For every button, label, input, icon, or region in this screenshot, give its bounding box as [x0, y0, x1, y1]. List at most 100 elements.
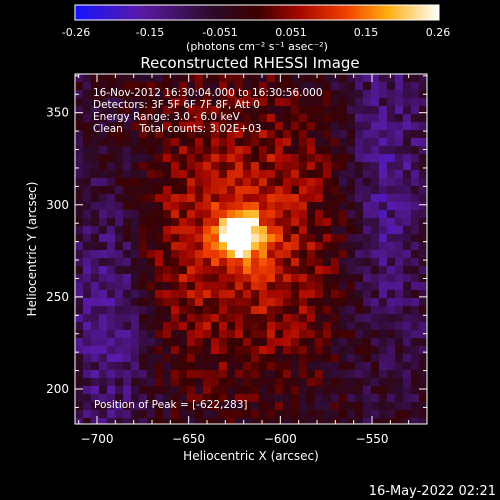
heatmap-cell	[259, 226, 268, 235]
heatmap-cell	[267, 242, 276, 251]
heatmap-cell	[387, 274, 396, 283]
heatmap-cell	[99, 250, 108, 259]
heatmap-cell	[243, 338, 252, 347]
heatmap-cell	[115, 170, 124, 179]
heatmap-cell	[107, 234, 116, 243]
heatmap-cell	[275, 386, 284, 395]
heatmap-cell	[371, 98, 380, 107]
heatmap-cell	[371, 114, 380, 123]
heatmap-cell	[243, 218, 252, 227]
heatmap-cell	[331, 354, 340, 363]
heatmap-cell	[299, 306, 308, 315]
heatmap-cell	[75, 354, 84, 363]
heatmap-cell	[203, 234, 212, 243]
heatmap-cell	[171, 346, 180, 355]
heatmap-cell	[403, 306, 412, 315]
heatmap-cell	[291, 338, 300, 347]
heatmap-cell	[235, 210, 244, 219]
heatmap-cell	[83, 122, 92, 131]
heatmap-cell	[379, 234, 388, 243]
heatmap-cell	[267, 274, 276, 283]
heatmap-cell	[147, 242, 156, 251]
colorbar-tick-label: 0.15	[354, 26, 379, 39]
heatmap-cell	[387, 266, 396, 275]
heatmap-cell	[331, 74, 340, 83]
heatmap-cell	[363, 370, 372, 379]
heatmap-cell	[323, 338, 332, 347]
heatmap-cell	[187, 322, 196, 331]
heatmap-cell	[347, 370, 356, 379]
heatmap-cell	[363, 362, 372, 371]
heatmap-cell	[219, 250, 228, 259]
heatmap-cell	[163, 370, 172, 379]
heatmap-cell	[227, 282, 236, 291]
heatmap-cell	[227, 226, 236, 235]
heatmap-cell	[387, 138, 396, 147]
heatmap-cell	[179, 170, 188, 179]
heatmap-cell	[147, 234, 156, 243]
heatmap-cell	[323, 362, 332, 371]
heatmap-cell	[259, 410, 268, 419]
heatmap-cell	[131, 234, 140, 243]
heatmap-cell	[99, 386, 108, 395]
heatmap-cell	[267, 154, 276, 163]
heatmap-cell	[347, 250, 356, 259]
heatmap-cell	[155, 338, 164, 347]
heatmap-cell	[147, 130, 156, 139]
detectors-text: Detectors: 3F 5F 6F 7F 8F, Att 0	[93, 99, 260, 111]
heatmap-cell	[283, 370, 292, 379]
heatmap-cell	[147, 258, 156, 267]
heatmap-cell	[267, 202, 276, 211]
heatmap-cell	[283, 154, 292, 163]
heatmap-cell	[107, 186, 116, 195]
heatmap-cell	[371, 226, 380, 235]
heatmap-cell	[387, 402, 396, 411]
heatmap-cell	[91, 106, 100, 115]
heatmap-cell	[251, 346, 260, 355]
heatmap-cell	[75, 314, 84, 323]
heatmap-cell	[163, 218, 172, 227]
heatmap-cell	[355, 74, 364, 83]
heatmap-cell	[147, 362, 156, 371]
heatmap-cell	[227, 114, 236, 123]
heatmap-cell	[147, 194, 156, 203]
heatmap-cell	[123, 370, 132, 379]
heatmap-cell	[179, 402, 188, 411]
heatmap-cell	[235, 170, 244, 179]
heatmap-cell	[275, 90, 284, 99]
heatmap-cell	[179, 418, 188, 424]
heatmap-cell	[355, 330, 364, 339]
heatmap-cell	[83, 354, 92, 363]
heatmap-cell	[91, 362, 100, 371]
heatmap-cell	[347, 354, 356, 363]
heatmap-cell	[371, 74, 380, 83]
heatmap-cell	[139, 178, 148, 187]
heatmap-cell	[131, 346, 140, 355]
heatmap-cell	[131, 170, 140, 179]
colorbar-tick-label: -0.051	[202, 26, 237, 39]
heatmap-cell	[291, 146, 300, 155]
heatmap-cell	[195, 170, 204, 179]
heatmap-cell	[403, 378, 412, 387]
heatmap-cell	[403, 106, 412, 115]
heatmap-cell	[179, 290, 188, 299]
heatmap-cell	[363, 90, 372, 99]
heatmap-cell	[371, 386, 380, 395]
heatmap-cell	[211, 146, 220, 155]
heatmap-cell	[163, 146, 172, 155]
heatmap-cell	[307, 322, 316, 331]
heatmap-cell	[171, 322, 180, 331]
heatmap-cell	[339, 98, 348, 107]
heatmap-cell	[203, 378, 212, 387]
heatmap-cell	[235, 226, 244, 235]
heatmap-cell	[363, 290, 372, 299]
heatmap-cell	[299, 106, 308, 115]
heatmap-cell	[123, 234, 132, 243]
heatmap-cell	[155, 138, 164, 147]
heatmap-cell	[371, 258, 380, 267]
heatmap-cell	[403, 346, 412, 355]
heatmap-cell	[283, 322, 292, 331]
heatmap-cell	[147, 138, 156, 147]
heatmap-cell	[339, 354, 348, 363]
heatmap-cell	[347, 90, 356, 99]
